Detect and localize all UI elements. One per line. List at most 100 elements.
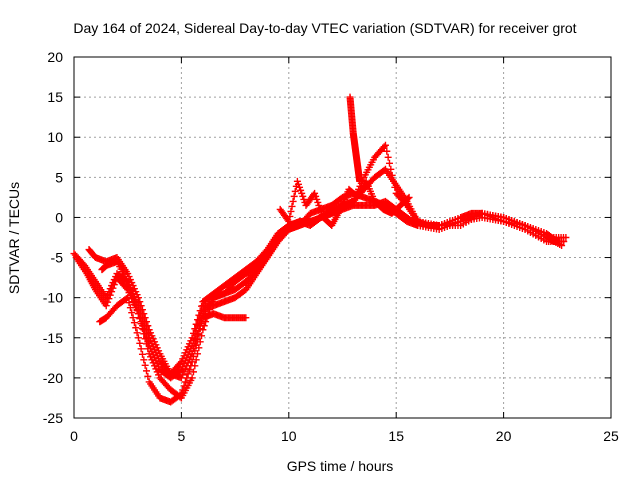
data-point	[384, 153, 392, 161]
y-tick-label: 0	[55, 209, 63, 225]
y-axis-label: SDTVAR / TECUs	[6, 182, 22, 294]
data-point	[196, 325, 204, 333]
axis-ticks: 0 5 10 15 20 25 -25 -20 -15 -10 -5 0 5 10 15 20	[43, 49, 619, 444]
data-point	[137, 345, 145, 353]
data-point	[381, 141, 389, 149]
y-tick-label: 15	[47, 89, 63, 105]
data-point	[122, 295, 130, 303]
series-track-d	[98, 141, 561, 402]
data-point	[207, 302, 215, 310]
data-point	[185, 366, 193, 374]
data-point	[104, 298, 112, 306]
data-point	[134, 310, 142, 318]
data-point	[183, 374, 191, 382]
x-tick-label: 10	[281, 428, 297, 444]
plot-frame	[73, 56, 612, 419]
data-point	[192, 356, 200, 364]
data-point	[194, 336, 202, 344]
data-point	[125, 282, 133, 290]
data-point	[553, 238, 561, 246]
series-track-e	[96, 294, 250, 406]
data-point	[133, 329, 141, 337]
data-point	[142, 334, 150, 342]
data-point	[391, 183, 399, 191]
y-tick-label: -15	[43, 330, 63, 346]
y-tick-label: -10	[43, 290, 63, 306]
data-point	[289, 197, 297, 205]
data-point	[176, 391, 184, 399]
data-point	[142, 318, 150, 326]
data-point	[137, 320, 145, 328]
data-point	[208, 298, 216, 306]
data-point	[188, 358, 196, 366]
data-point	[181, 378, 189, 386]
data-point	[191, 347, 199, 355]
data-point	[189, 352, 197, 360]
data-point	[126, 286, 134, 294]
data-point	[140, 356, 148, 364]
series-track-f	[276, 177, 413, 229]
data-point	[136, 339, 144, 347]
x-tick-label: 25	[603, 428, 619, 444]
data-point	[142, 367, 150, 375]
series-track-a	[70, 197, 566, 378]
data-point	[192, 335, 200, 343]
data-point	[140, 330, 148, 338]
data-point	[132, 324, 140, 332]
data-point	[133, 306, 141, 314]
x-axis-label: GPS time / hours	[287, 458, 394, 474]
data-point	[141, 335, 149, 343]
data-point	[106, 291, 114, 299]
data-point	[108, 288, 116, 296]
x-tick-label: 0	[70, 428, 78, 444]
data-point	[102, 302, 110, 310]
data-point	[179, 386, 187, 394]
data-point	[128, 309, 136, 317]
data-point	[144, 372, 152, 380]
data-point	[287, 207, 295, 215]
data-point	[134, 334, 142, 342]
data-point	[138, 325, 146, 333]
y-tick-label: -5	[51, 250, 64, 266]
data-point	[189, 368, 197, 376]
data-point	[288, 202, 296, 210]
data-point	[109, 284, 117, 292]
x-tick-label: 15	[388, 428, 404, 444]
data-point	[144, 345, 152, 353]
data-point	[124, 294, 132, 302]
data-point	[124, 278, 132, 286]
data-point	[383, 147, 391, 155]
data-point	[138, 350, 146, 358]
data-point	[187, 362, 195, 370]
data-point	[126, 304, 134, 312]
data-point	[128, 290, 136, 298]
data-point	[286, 212, 294, 220]
y-tick-label: -25	[43, 410, 63, 426]
data-point	[290, 192, 298, 200]
grid	[74, 57, 611, 418]
data-point	[387, 165, 395, 173]
data-point	[562, 234, 570, 241]
data-point	[176, 367, 184, 375]
data-point	[390, 177, 398, 185]
series-spike	[346, 93, 364, 185]
data-point	[141, 314, 149, 322]
data-point	[142, 340, 150, 348]
data-point	[380, 143, 388, 151]
data-point	[194, 316, 202, 324]
data-point	[291, 187, 299, 195]
chart-title: Day 164 of 2024, Sidereal Day-to-day VTE…	[73, 20, 576, 36]
data-point	[177, 390, 185, 398]
data-point	[129, 314, 137, 322]
data-point	[404, 194, 412, 202]
y-tick-label: 5	[55, 169, 63, 185]
data-point	[552, 237, 560, 245]
data-point	[191, 340, 199, 348]
series-track-c	[85, 165, 570, 382]
data-point	[195, 330, 203, 338]
data-point	[285, 217, 293, 225]
data-point	[130, 319, 138, 327]
y-tick-label: 20	[47, 49, 63, 65]
data-point	[405, 193, 413, 201]
